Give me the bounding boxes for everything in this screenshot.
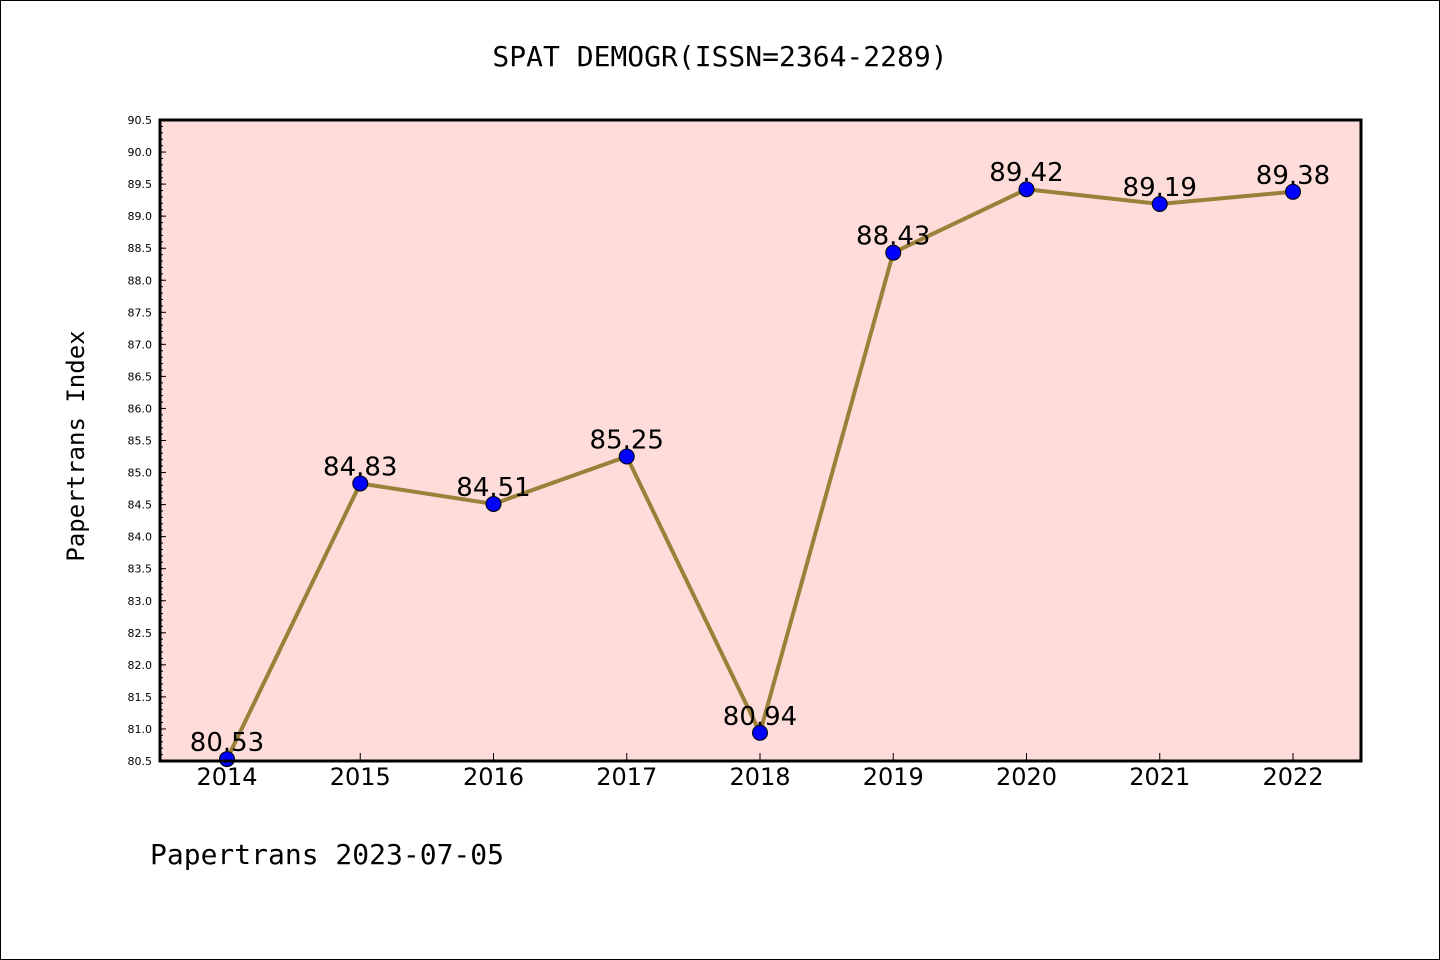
y-tick-label: 83.0 — [128, 595, 153, 608]
data-point — [352, 475, 369, 492]
y-tick-label: 82.0 — [128, 659, 153, 672]
data-point — [219, 751, 235, 768]
chart-title: SPAT DEMOGR(ISSN=2364-2289) — [492, 40, 947, 73]
y-tick-label: 82.5 — [128, 627, 153, 640]
data-label: 80.94 — [723, 702, 797, 732]
y-tick-label: 88.5 — [128, 242, 153, 255]
series-layer: 80.53 84.83 84.51 85.25 80.94 88.43 89.42 89.19… — [190, 158, 1330, 768]
plot-border — [158, 118, 1363, 763]
x-tick-label: 2016 — [463, 763, 524, 791]
y-tick-label: 80.5 — [128, 755, 153, 768]
y-tick-label: 87.5 — [128, 306, 153, 319]
data-label: 88.43 — [856, 222, 930, 252]
x-tick-label: 2017 — [596, 763, 657, 791]
y-tick-label: 81.5 — [128, 691, 153, 704]
data-label: 85.25 — [590, 426, 664, 456]
y-tick-label: 89.5 — [128, 178, 153, 191]
data-label: 84.51 — [456, 473, 530, 503]
y-tick-label: 84.5 — [128, 499, 153, 512]
y-axis-label: Papertrans Index — [62, 330, 90, 561]
data-point — [618, 448, 635, 465]
footer-text: Papertrans 2023-07-05 — [150, 838, 504, 871]
y-tick-label: 84.0 — [128, 531, 153, 544]
y-tick-label: 88.0 — [128, 274, 153, 287]
data-label: 80.53 — [190, 728, 264, 758]
data-label: 89.19 — [1123, 173, 1197, 203]
x-tick-label: 2021 — [1129, 763, 1190, 791]
data-label: 89.42 — [989, 158, 1063, 188]
data-point — [885, 244, 902, 261]
y-tick-label: 87.0 — [128, 338, 153, 351]
data-point — [485, 495, 502, 512]
y-tick-label: 85.5 — [128, 435, 153, 448]
data-label: 84.83 — [323, 452, 397, 482]
y-tick-label: 90.5 — [128, 114, 153, 127]
data-point — [1285, 183, 1301, 200]
plot-area — [160, 120, 1361, 761]
x-tick-label: 2022 — [1262, 763, 1323, 791]
data-point — [752, 724, 768, 741]
y-tick-label: 86.0 — [128, 402, 153, 415]
y-tick-label: 81.0 — [128, 723, 153, 736]
x-tick-label: 2020 — [996, 763, 1057, 791]
data-point — [1151, 195, 1168, 212]
x-tick-label: 2014 — [196, 763, 257, 791]
y-tick-label: 86.5 — [128, 370, 153, 383]
x-tick-label: 2015 — [330, 763, 391, 791]
y-tick-label: 85.0 — [128, 467, 153, 480]
x-tick-label: 2019 — [863, 763, 924, 791]
y-tick-label: 89.0 — [128, 210, 153, 223]
data-point — [1018, 181, 1035, 198]
data-label: 89.38 — [1256, 161, 1330, 191]
y-tick-label: 83.5 — [128, 563, 153, 576]
y-tick-label: 90.0 — [128, 146, 153, 159]
x-tick-label: 2018 — [729, 763, 790, 791]
